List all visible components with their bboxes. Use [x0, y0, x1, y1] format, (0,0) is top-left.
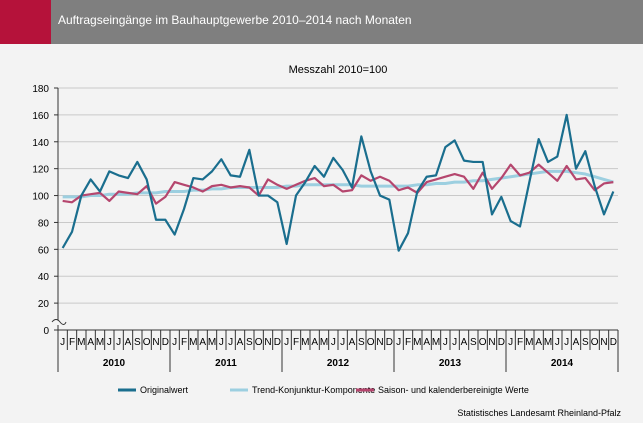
x-tick-label: N [152, 337, 159, 348]
x-tick-label: D [498, 337, 505, 348]
x-tick-label: F [181, 337, 187, 348]
x-tick-label: J [452, 337, 457, 348]
x-tick-label: M [301, 337, 309, 348]
y-tick-label: 180 [32, 84, 49, 95]
y-tick-label: 60 [38, 245, 50, 256]
x-year-label: 2011 [215, 358, 237, 369]
x-tick-label: J [443, 337, 448, 348]
x-tick-label: A [423, 337, 430, 348]
series-line [62, 163, 614, 205]
x-tick-label: J [219, 337, 224, 348]
x-tick-label: N [488, 337, 495, 348]
x-tick-label: M [432, 337, 440, 348]
x-tick-label: A [461, 337, 468, 348]
x-tick-label: M [320, 337, 328, 348]
x-tick-label: N [376, 337, 383, 348]
x-tick-label: D [274, 337, 281, 348]
x-tick-label: F [293, 337, 299, 348]
line-chart: Messzahl 2010=100 0 20 40 60 80 100 120 140 160 1… [32, 64, 621, 418]
header-bar [0, 0, 643, 44]
x-tick-label: O [367, 337, 375, 348]
x-tick-label: J [60, 337, 65, 348]
y-tick-label: 40 [38, 272, 50, 283]
x-tick-label: M [208, 337, 216, 348]
header-accent [0, 0, 51, 44]
x-tick-label: J [228, 337, 233, 348]
x-tick-label: O [255, 337, 263, 348]
x-tick-label: F [69, 337, 75, 348]
x-tick-label: S [246, 337, 253, 348]
x-tick-label: A [311, 337, 318, 348]
x-tick-label: O [479, 337, 487, 348]
x-tick-label: A [535, 337, 542, 348]
x-tick-label: J [340, 337, 345, 348]
page-title: Auftragseingänge im Bauhauptgewerbe 2010… [58, 13, 412, 27]
x-tick-label: A [125, 337, 132, 348]
x-tick-label: S [582, 337, 589, 348]
y-tick-label: 0 [43, 326, 49, 337]
source-note: Statistisches Landesamt Rheinland-Pfalz [457, 408, 621, 418]
x-tick-label: N [264, 337, 271, 348]
legend-label: Trend-Konjunktur-Komponente [252, 385, 375, 395]
x-year-label: 2014 [551, 358, 574, 369]
x-tick-label: J [284, 337, 289, 348]
y-tick-label: 80 [38, 218, 50, 229]
chart-subtitle: Messzahl 2010=100 [289, 64, 388, 76]
x-tick-label: A [573, 337, 580, 348]
x-tick-label: F [517, 337, 523, 348]
y-tick-label: 120 [32, 165, 49, 176]
legend-label: Originalwert [140, 385, 189, 395]
axis-break-mark [51, 319, 67, 325]
y-tick-label: 20 [38, 299, 50, 310]
x-tick-label: A [199, 337, 206, 348]
x-tick-label: J [555, 337, 560, 348]
x-tick-label: A [349, 337, 356, 348]
x-tick-label: M [413, 337, 421, 348]
x-tick-label: N [600, 337, 607, 348]
x-year-label: 2012 [327, 358, 350, 369]
x-tick-label: M [525, 337, 533, 348]
grid-lines [58, 87, 618, 304]
series-lines [61, 113, 615, 252]
y-tick-label: 100 [32, 192, 49, 203]
x-tick-label: D [610, 337, 617, 348]
x-tick-label: J [116, 337, 121, 348]
x-tick-label: M [544, 337, 552, 348]
series-line [61, 113, 615, 252]
x-tick-label: M [96, 337, 104, 348]
x-tick-label: M [189, 337, 197, 348]
y-tick-label: 160 [32, 111, 49, 122]
x-tick-label: J [564, 337, 569, 348]
x-year-label: 2013 [439, 358, 462, 369]
x-tick-label: S [470, 337, 477, 348]
x-tick-label: S [134, 337, 141, 348]
legend: Originalwert Trend-Konjunktur-Komponente S… [118, 385, 529, 395]
x-tick-label: O [143, 337, 151, 348]
y-axis-ticks: 0 20 40 60 80 100 120 140 160 180 [32, 84, 67, 337]
x-tick-label: D [162, 337, 169, 348]
x-tick-label: O [591, 337, 599, 348]
x-tick-label: F [405, 337, 411, 348]
legend-label: Saison- und kalenderbereinigte Werte [378, 385, 529, 395]
x-tick-label: M [77, 337, 85, 348]
x-tick-label: A [237, 337, 244, 348]
x-tick-label: J [396, 337, 401, 348]
x-tick-label: J [172, 337, 177, 348]
x-tick-label: S [358, 337, 365, 348]
x-tick-label: A [87, 337, 94, 348]
x-tick-label: J [107, 337, 112, 348]
x-tick-label: J [331, 337, 336, 348]
y-tick-label: 140 [32, 138, 49, 149]
x-tick-label: J [508, 337, 513, 348]
x-year-label: 2010 [103, 358, 126, 369]
x-tick-label: D [386, 337, 393, 348]
